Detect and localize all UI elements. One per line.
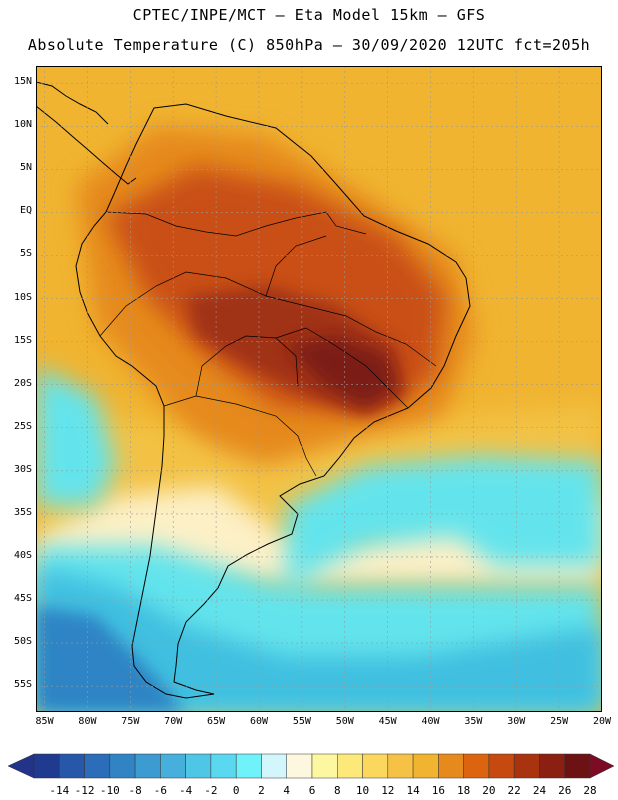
- colorbar-bin: [438, 753, 464, 779]
- field-deep-blue: [36, 606, 186, 712]
- colorbar-tick-label: -2: [204, 784, 218, 797]
- colorbar-tick-label: 26: [558, 784, 572, 797]
- chart-title-line1: CPTEC/INPE/MCT – Eta Model 15km – GFS: [132, 6, 486, 24]
- chart-title-line2: Absolute Temperature (C) 850hPa – 30/09/…: [27, 36, 591, 54]
- map-svg: [36, 66, 602, 712]
- lon-label: 55W: [292, 716, 311, 727]
- lat-label: 40S: [13, 549, 32, 561]
- colorbar-extend-low: [7, 753, 35, 779]
- colorbar-tick-label: 0: [232, 784, 240, 797]
- lat-label: 15S: [13, 334, 32, 346]
- temperature-map[interactable]: [36, 66, 602, 712]
- colorbar: [7, 753, 615, 779]
- colorbar-bin: [539, 753, 565, 779]
- lon-label: 45W: [378, 716, 397, 727]
- lon-label: 40W: [421, 716, 440, 727]
- grid-lines: [36, 66, 602, 712]
- colorbar-tick-label: 28: [583, 784, 597, 797]
- colorbar-tick-label: 6: [308, 784, 316, 797]
- field-land-hottest: [286, 336, 396, 406]
- lat-label: 25S: [13, 420, 32, 432]
- colorbar-tick-label: -8: [128, 784, 142, 797]
- lon-label: 65W: [207, 716, 226, 727]
- lat-label: 5N: [19, 162, 32, 174]
- lat-label: 45S: [13, 593, 32, 605]
- lon-label: 30W: [507, 716, 526, 727]
- colorbar-tick-label: -4: [179, 784, 193, 797]
- colorbar-tick-label: 4: [283, 784, 291, 797]
- colorbar-tick-label: 10: [355, 784, 370, 797]
- colorbar-bin: [286, 753, 313, 779]
- colorbar-tick-label: -12: [74, 784, 95, 797]
- colorbar-tick-label: 18: [457, 784, 471, 797]
- colorbar-tick-label: 16: [431, 784, 445, 797]
- lon-label: 35W: [464, 716, 483, 727]
- lon-label: 60W: [249, 716, 268, 727]
- colorbar-extend-high: [589, 753, 615, 779]
- colorbar-bin: [337, 753, 363, 779]
- lon-label: 50W: [335, 716, 354, 727]
- colorbar-bin: [33, 753, 60, 779]
- colorbar-bin: [362, 753, 389, 779]
- colorbar-tick-label: 22: [507, 784, 521, 797]
- lon-label: 80W: [78, 716, 97, 727]
- colorbar-bin: [160, 753, 186, 779]
- colorbar-bin: [463, 753, 490, 779]
- lat-label: 50S: [13, 636, 32, 648]
- colorbar-bin: [412, 753, 439, 779]
- colorbar-bin: [59, 753, 85, 779]
- colorbar-bin: [564, 753, 591, 779]
- lon-label: 75W: [121, 716, 140, 727]
- lon-label: 70W: [164, 716, 183, 727]
- lat-label: 10N: [13, 119, 32, 131]
- lat-label: 10S: [13, 291, 32, 303]
- lat-label: 15N: [13, 76, 32, 88]
- colorbar-bin: [261, 753, 287, 779]
- colorbar-tick-label: -14: [49, 784, 70, 797]
- lon-label: 25W: [550, 716, 569, 727]
- colorbar-bin: [84, 753, 111, 779]
- lat-label: 55S: [13, 679, 32, 691]
- colorbar-bin: [311, 753, 338, 779]
- country-borders: [99, 211, 437, 477]
- lon-label: 20W: [592, 716, 612, 727]
- central-america-coastline: [36, 81, 137, 185]
- colorbar-bin: [387, 753, 414, 779]
- colorbar-tick-label: 12: [381, 784, 395, 797]
- lon-label: 85W: [35, 716, 54, 727]
- colorbar-bin: [488, 753, 515, 779]
- lat-label: 5S: [19, 248, 32, 260]
- colorbar-tick-label: -6: [153, 784, 167, 797]
- colorbar-tick-label: 24: [532, 784, 547, 797]
- colorbar-bin: [235, 753, 262, 779]
- colorbar-tick-label: 14: [406, 784, 420, 797]
- colorbar-tick-label: 2: [258, 784, 265, 797]
- colorbar-tick-label: 8: [333, 784, 341, 797]
- colorbar-bin: [513, 753, 540, 779]
- lat-label: 35S: [13, 506, 32, 518]
- south-america-coastline: [75, 103, 471, 699]
- colorbar-bin: [185, 753, 212, 779]
- colorbar-bin: [109, 753, 136, 779]
- colorbar-tick-label: -10: [99, 784, 120, 797]
- lat-label: 30S: [13, 463, 32, 475]
- colorbar-tick-label: 20: [482, 784, 496, 797]
- lat-label: EQ: [19, 205, 32, 217]
- colorbar-bin: [210, 753, 237, 779]
- colorbar-bin: [134, 753, 161, 779]
- field-blue: [36, 566, 602, 712]
- lat-label: 20S: [13, 377, 32, 389]
